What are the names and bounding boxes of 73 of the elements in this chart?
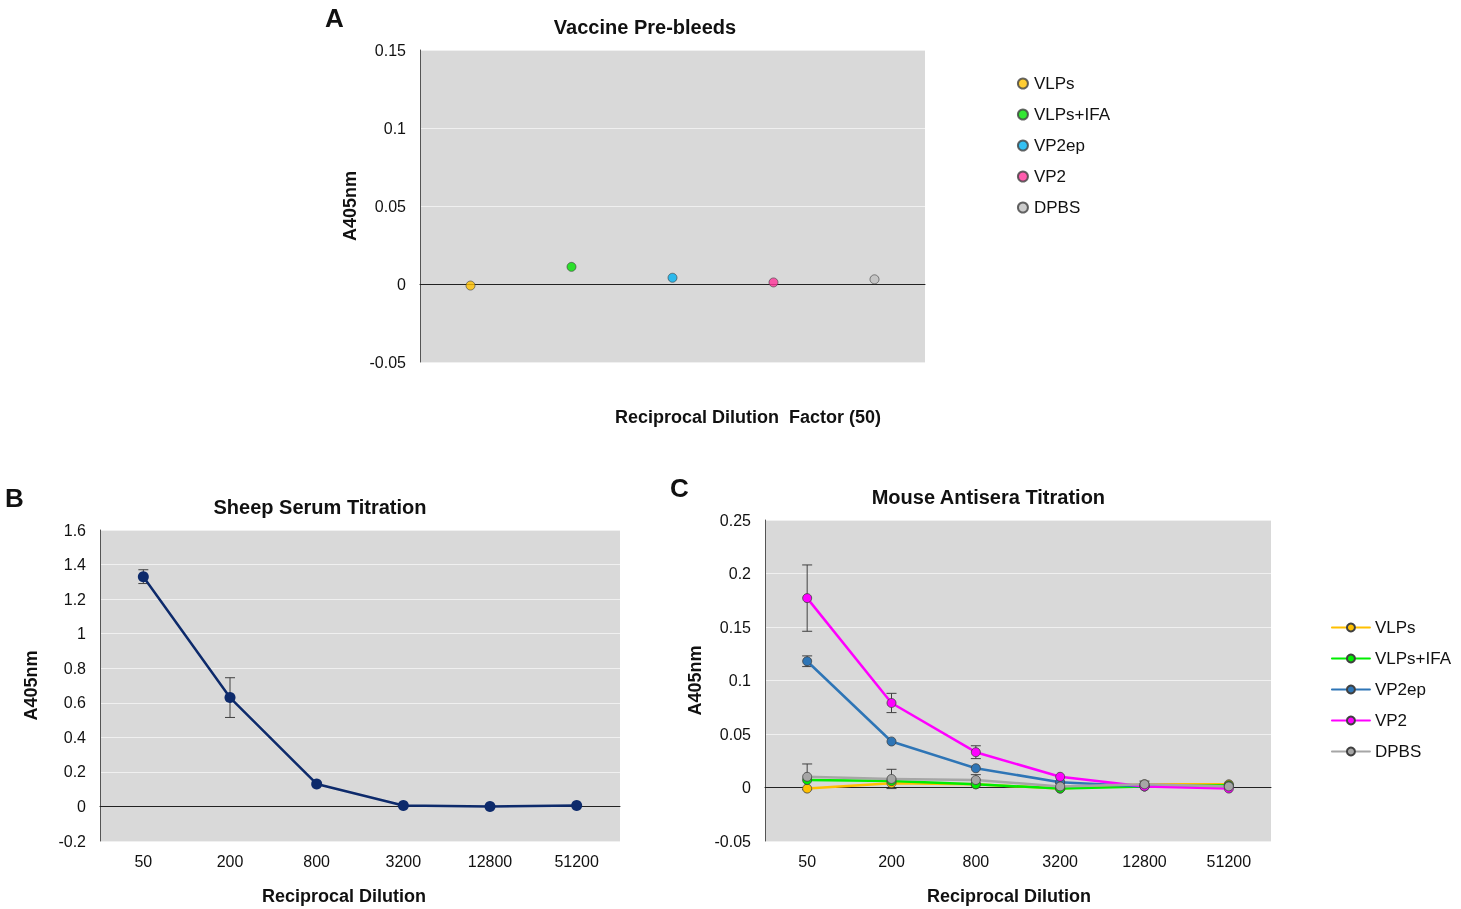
legend-label: VLPs+IFA: [1374, 649, 1452, 668]
chart-title: Vaccine Pre-bleeds: [553, 16, 737, 38]
point: [802, 771, 813, 782]
y-tick-label: -0.05: [369, 353, 407, 371]
point: [465, 280, 476, 291]
point: [886, 698, 897, 708]
y-tick-label: 0: [77, 797, 87, 815]
point: [802, 593, 813, 604]
chart-title: Mouse Antisera Titration: [871, 486, 1106, 508]
text: C: [670, 473, 689, 503]
legend-label: DPBS: [1033, 198, 1081, 217]
point: [869, 274, 880, 285]
y-tick-label: 1.4: [63, 556, 87, 574]
legend-label: VLPs: [1374, 618, 1416, 637]
point: [397, 800, 409, 812]
legend-label: VP2: [1374, 711, 1408, 730]
y-tick-label: -0.05: [714, 832, 752, 850]
point: [566, 261, 577, 272]
y-tick-label: 0.05: [374, 197, 407, 215]
y-tick-label: 0.2: [63, 763, 87, 781]
text: B: [5, 483, 24, 513]
point: [571, 800, 583, 812]
y-tick-label: 0.1: [383, 119, 407, 137]
point: [224, 692, 236, 704]
text: A: [325, 3, 344, 33]
x-tick-label: 3200: [1042, 852, 1079, 870]
x-tick-label: 200: [878, 852, 905, 870]
legend-label: VP2ep: [1374, 680, 1426, 699]
x-tick-label: 51200: [1206, 852, 1252, 870]
legend-label: VLPs+IFA: [1033, 105, 1111, 124]
x-tick-label: 51200: [554, 852, 600, 870]
point: [886, 736, 897, 747]
x-tick-label: 800: [962, 852, 990, 870]
y-tick-label: 0.6: [63, 694, 87, 712]
x-tick-label: 800: [303, 852, 331, 870]
y-tick-label: 0: [397, 275, 407, 293]
x-tick-label: 12800: [467, 852, 513, 870]
legend-label: VLPs: [1033, 74, 1075, 93]
x-axis-title: Reciprocal Dilution: [262, 886, 427, 906]
y-axis-title: A405nm: [21, 650, 41, 721]
point: [667, 272, 678, 283]
legend-label: VP2ep: [1033, 136, 1085, 155]
legend-label: DPBS: [1374, 742, 1422, 761]
y-axis-title: A405nm: [339, 170, 360, 242]
y-axis-title: A405nm: [684, 645, 705, 716]
x-axis-title: Reciprocal Dilution: [927, 886, 1092, 906]
y-tick-label: 0.05: [719, 725, 752, 743]
y-tick-label: 0.15: [374, 41, 407, 59]
y-tick-label: -0.2: [58, 832, 87, 850]
point: [802, 783, 813, 794]
x-tick-label: 3200: [385, 852, 422, 870]
x-tick-label: 50: [134, 852, 153, 870]
x-tick-label: 50: [798, 852, 817, 870]
point: [311, 778, 323, 790]
y-tick-label: 0.1: [728, 672, 752, 689]
y-tick-label: 0.4: [63, 728, 87, 746]
x-tick-label: 200: [216, 852, 244, 870]
y-tick-label: 0.15: [719, 618, 752, 636]
point: [970, 763, 981, 774]
y-tick-label: 0.25: [719, 511, 752, 529]
legend-label: VP2: [1033, 167, 1067, 186]
y-tick-label: 1: [77, 625, 87, 643]
point: [1055, 771, 1066, 782]
point: [768, 277, 779, 288]
chart-title: Sheep Serum Titration: [213, 496, 427, 518]
y-tick-label: 0.2: [728, 565, 752, 582]
y-tick-label: 1.2: [63, 590, 87, 608]
y-tick-label: 0: [742, 779, 752, 796]
point: [484, 800, 496, 812]
x-tick-label: 12800: [1122, 852, 1167, 870]
y-tick-label: 0.8: [63, 659, 87, 677]
x-axis-title: Reciprocal Dilution Factor (50): [615, 407, 882, 427]
y-tick-label: 1.6: [63, 521, 87, 539]
